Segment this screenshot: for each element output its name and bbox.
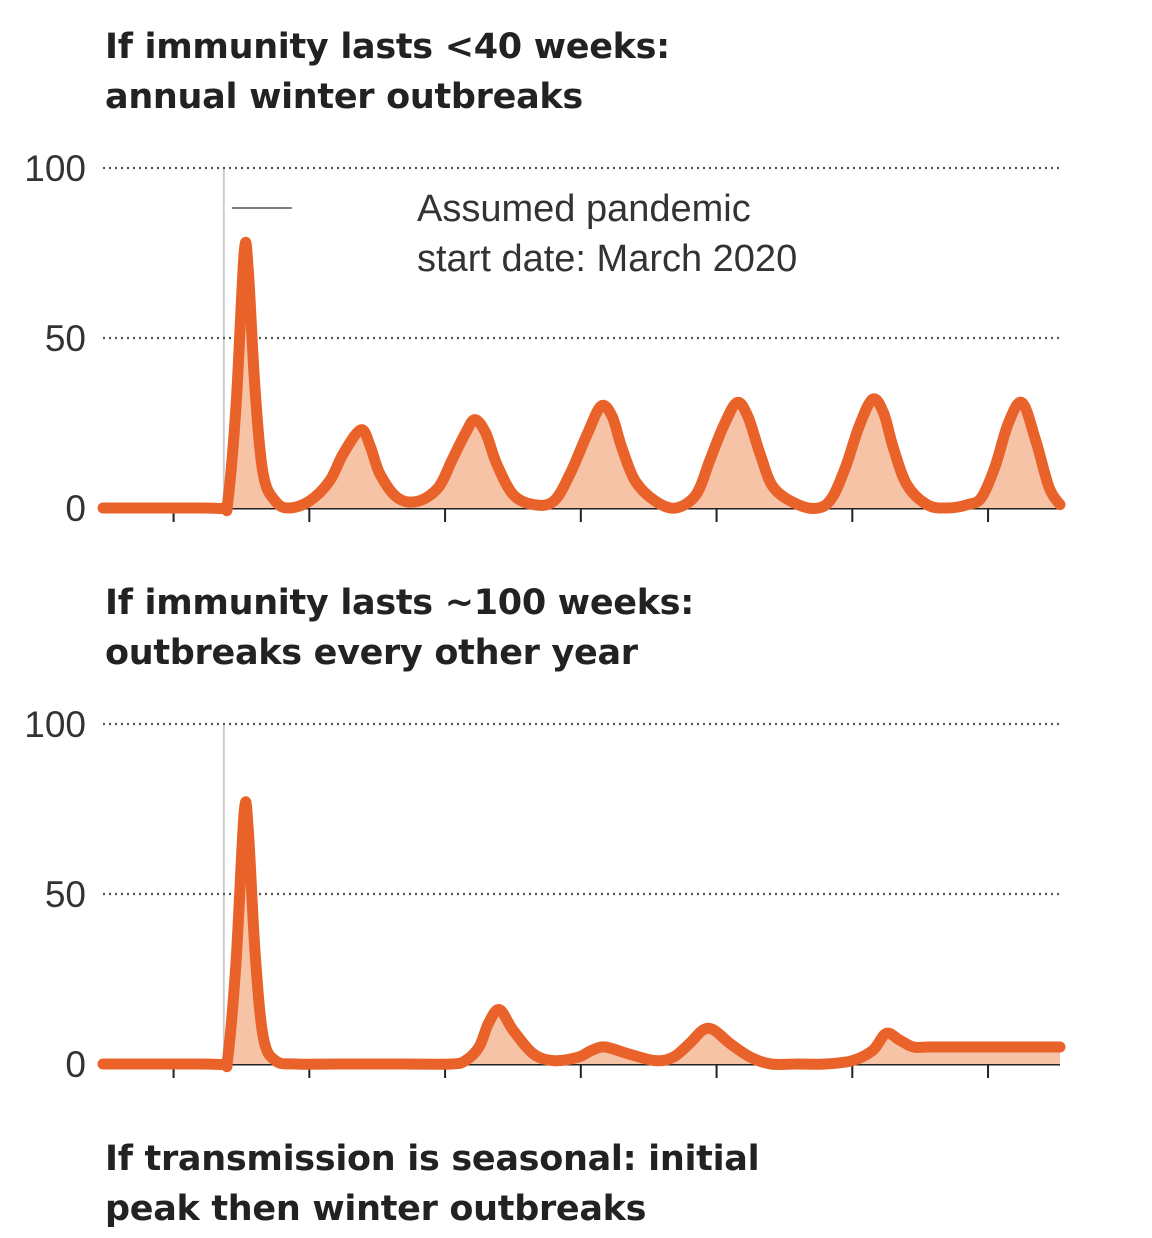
series-line-2-0 [97,796,1066,1073]
chart-immunity-100-weeks: 0 50 100 [24,704,1066,1085]
chart-immunity-40-weeks: 0 50 100 Assumed pandemic start date: March … [24,148,1066,529]
chart-title-3-line1: If transmission is seasonal: initial [105,1139,760,1179]
annotation-line1: Assumed pandemic [417,188,751,230]
chart-title-2-line1: If immunity lasts ~100 weeks: [105,583,694,623]
y-tick-label-1-0: 0 [65,488,86,529]
y-tick-label-2-100: 100 [24,704,86,745]
chart-title-1-line1: If immunity lasts <40 weeks: [105,27,670,67]
series-line-1-0 [97,236,1066,517]
y-tick-label-1-50: 50 [45,318,86,359]
chart-title-3: If transmission is seasonal: initial pea… [105,1134,1005,1234]
chart-title-1-line2: annual winter outbreaks [105,77,583,117]
chart-title-2-line2: outbreaks every other year [105,633,638,673]
y-tick-label-1-100: 100 [24,148,86,189]
annotation-line2: start date: March 2020 [417,238,797,280]
y-tick-label-2-0: 0 [65,1044,86,1085]
chart-title-1: If immunity lasts <40 weeks: annual wint… [105,22,1005,122]
chart-title-2: If immunity lasts ~100 weeks: outbreaks … [105,578,1005,678]
chart-title-3-line2: peak then winter outbreaks [105,1189,647,1229]
y-tick-label-2-50: 50 [45,874,86,915]
